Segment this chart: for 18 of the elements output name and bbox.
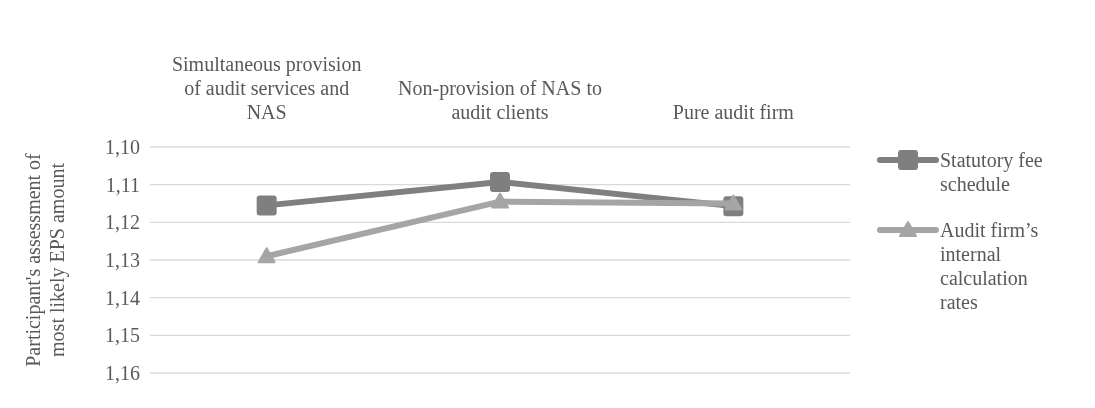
legend-label: Audit firm’s internal calculation rates bbox=[940, 219, 1039, 313]
y-tick-label: 1,13 bbox=[105, 249, 140, 271]
y-tick-label: 1,15 bbox=[105, 324, 140, 347]
x-tick-label: Simultaneous provision of audit services and NAS bbox=[171, 53, 362, 123]
y-axis-title: Participant's assessment of most likely EPS amount bbox=[22, 152, 69, 367]
y-tick-label: 1,10 bbox=[105, 136, 140, 158]
y-tick-label: 1,11 bbox=[105, 173, 140, 196]
point bbox=[257, 247, 276, 264]
y-tick-label: 1,16 bbox=[105, 362, 140, 384]
point bbox=[724, 194, 743, 211]
point bbox=[491, 192, 509, 209]
y-tick-label: 1,12 bbox=[105, 211, 140, 234]
point bbox=[256, 195, 277, 216]
y-tick-label: 1,14 bbox=[105, 286, 140, 309]
x-tick-label: Pure audit firm bbox=[672, 101, 795, 123]
point bbox=[490, 172, 510, 193]
legend-label: Statutory fee schedule bbox=[940, 149, 1043, 195]
x-tick-label: Non-provision of NAS to audit clients bbox=[398, 77, 602, 123]
